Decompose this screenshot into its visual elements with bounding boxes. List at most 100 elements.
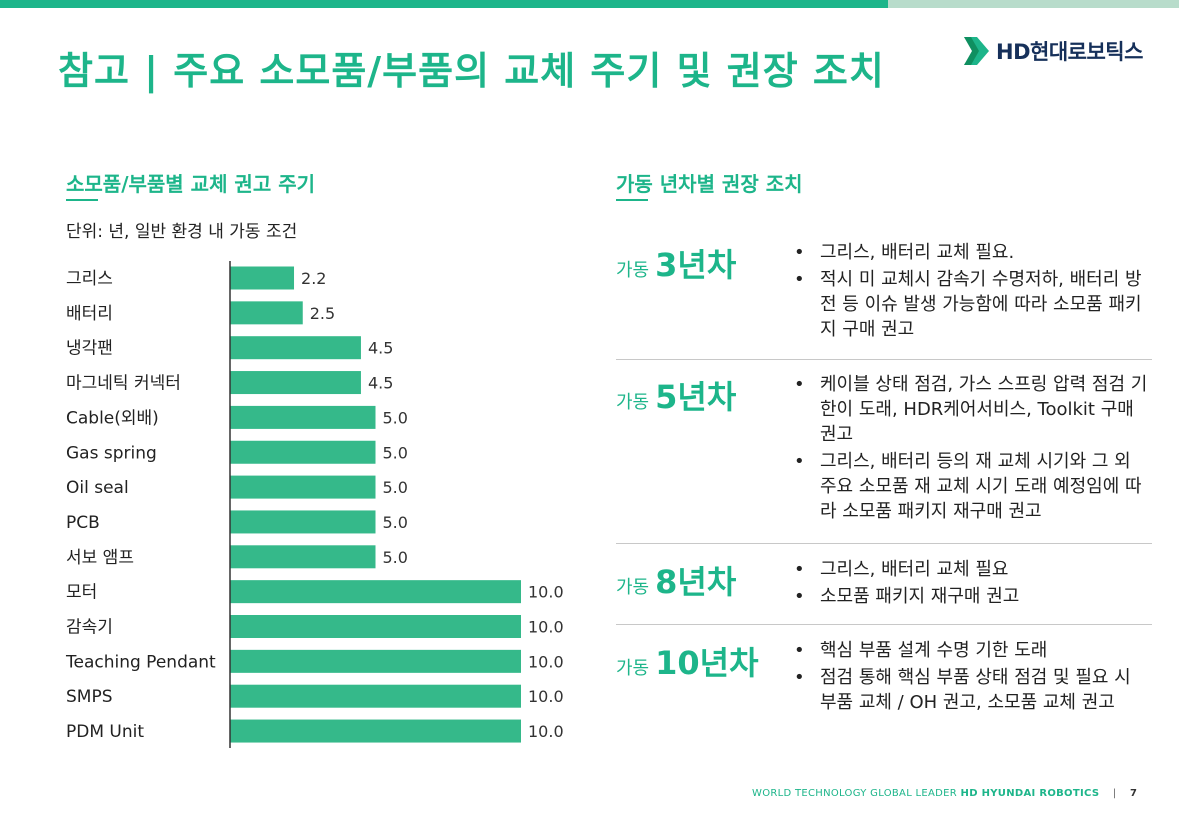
bar [230, 440, 376, 464]
bullet: • [794, 559, 805, 580]
list-item: • 소모품 패키지 재구매 권고 [792, 584, 1152, 609]
value-label: 5.0 [383, 408, 408, 427]
value-label: 4.5 [368, 374, 393, 393]
recommendation-section-underline [616, 199, 648, 201]
bullet: • [794, 242, 805, 263]
value-label: 10.0 [528, 687, 564, 706]
top-accent-bar [0, 0, 888, 8]
section-divider [616, 359, 1152, 360]
category-label: 배터리 [66, 304, 113, 324]
footer-brand: HD HYUNDAI ROBOTICS [960, 788, 1100, 799]
bar [230, 615, 521, 638]
bar [230, 371, 361, 395]
category-label: 서보 앰프 [66, 548, 134, 568]
recommendation-list: • 그리스, 배터리 교체 필요 • 소모품 패키지 재구매 권고 [792, 557, 1152, 611]
category-label: 마그네틱 커넥터 [66, 374, 181, 394]
recommendation-list: • 핵심 부품 설계 수명 기한 도래 • 점검 통해 핵심 부품 상태 점검 및 … [792, 638, 1152, 717]
footer: WORLD TECHNOLOGY GLOBAL LEADER HD HYUNDA… [752, 788, 1137, 799]
list-item-text: 핵심 부품 설계 수명 기한 도래 [820, 640, 1048, 661]
operation-prefix: 가동 [616, 260, 650, 281]
page-title: 참고 | 주요 소모품/부품의 교체 주기 및 권장 조치 [58, 49, 885, 93]
list-item: • 케이블 상태 점검, 가스 스프링 압력 점검 기한이 도래, HDR케어서비… [792, 372, 1152, 447]
value-label: 2.5 [310, 304, 335, 323]
operation-prefix: 가동 [616, 392, 650, 413]
value-label: 10.0 [528, 722, 564, 741]
recommendation-year-label: 가동 10년차 [616, 638, 759, 684]
list-item: • 핵심 부품 설계 수명 기한 도래 [792, 638, 1152, 663]
bar [230, 580, 521, 604]
list-item: • 점검 통해 핵심 부품 상태 점검 및 필요 시 부품 교체 / OH 권고,… [792, 665, 1152, 715]
year-value: 3년차 [655, 246, 737, 284]
value-label: 5.0 [383, 513, 408, 532]
bullet: • [794, 374, 805, 395]
footer-tagline: WORLD TECHNOLOGY GLOBAL LEADER [752, 788, 958, 799]
unit-note: 단위: 년, 일반 환경 내 가동 조건 [66, 222, 298, 242]
bullet: • [794, 640, 805, 661]
recommendation-section-title: 가동 년차별 권장 조치 [616, 172, 803, 196]
operation-prefix: 가동 [616, 577, 650, 598]
list-item: • 그리스, 배터리 등의 재 교체 시기와 그 외 주요 소모품 재 교체 시기… [792, 449, 1152, 524]
value-label: 5.0 [383, 548, 408, 567]
bar [230, 405, 376, 429]
recommendation-list: • 케이블 상태 점검, 가스 스프링 압력 점검 기한이 도래, HDR케어서비… [792, 372, 1152, 526]
value-label: 4.5 [368, 339, 393, 358]
category-label: 그리스 [66, 269, 113, 289]
bar [230, 510, 376, 534]
chart-section-title: 소모품/부품별 교체 권고 주기 [66, 172, 315, 196]
replacement-cycle-bar-chart: 그리스 2.2 배터리 2.5 냉각팬 4.5 마그네틱 커넥터 4.5 Cable(외배) 5.… [65, 261, 564, 749]
value-label: 5.0 [383, 443, 408, 462]
value-label: 10.0 [528, 652, 564, 671]
recommendation-list: • 그리스, 배터리 교체 필요. • 적시 미 교체시 감속기 수명저하, 배터리… [792, 240, 1152, 344]
bar [230, 684, 521, 708]
category-label: 모터 [66, 583, 97, 603]
list-item-text: 적시 미 교체시 감속기 수명저하, 배터리 방전 등 이슈 발생 가능함에 따… [820, 269, 1142, 340]
bullet: • [794, 451, 805, 472]
list-item-text: 소모품 패키지 재구매 권고 [820, 586, 1020, 607]
recommendation-year-label: 가동 5년차 [616, 372, 736, 418]
list-item-text: 케이블 상태 점검, 가스 스프링 압력 점검 기한이 도래, HDR케어서비스… [820, 374, 1148, 445]
list-item-text: 그리스, 배터리 교체 필요 [820, 559, 1009, 580]
value-label: 10.0 [528, 618, 564, 637]
value-label: 5.0 [383, 478, 408, 497]
list-item-text: 그리스, 배터리 교체 필요. [820, 242, 1015, 263]
year-value: 10년차 [655, 644, 759, 682]
category-label: Gas spring [66, 443, 157, 463]
category-label: Cable(외배) [66, 408, 159, 428]
recommendation-year-label: 가동 3년차 [616, 240, 736, 286]
list-item-text: 그리스, 배터리 등의 재 교체 시기와 그 외 주요 소모품 재 교체 시기 … [820, 451, 1142, 522]
category-label: SMPS [66, 687, 113, 707]
top-accent-bar-light [888, 0, 1179, 8]
bullet: • [794, 269, 805, 290]
bullet: • [794, 586, 805, 607]
list-item-text: 점검 통해 핵심 부품 상태 점검 및 필요 시 부품 교체 / OH 권고, … [820, 667, 1131, 713]
category-label: PDM Unit [66, 722, 144, 742]
category-label: PCB [66, 513, 100, 533]
year-value: 5년차 [655, 378, 737, 416]
value-label: 2.2 [301, 269, 326, 288]
bar [230, 266, 295, 290]
footer-separator: | [1112, 788, 1117, 799]
list-item: • 그리스, 배터리 교체 필요. [792, 240, 1152, 265]
recommendation-year-label: 가동 8년차 [616, 557, 736, 603]
section-divider [616, 543, 1152, 544]
chart-section-underline [66, 199, 98, 201]
year-value: 8년차 [655, 563, 737, 601]
bar [230, 301, 303, 325]
list-item: • 그리스, 배터리 교체 필요 [792, 557, 1152, 582]
category-label: Teaching Pendant [65, 652, 216, 672]
category-label: Oil seal [66, 478, 129, 498]
hd-logo-mark-icon [964, 37, 989, 65]
list-item: • 적시 미 교체시 감속기 수명저하, 배터리 방전 등 이슈 발생 가능함에 … [792, 267, 1152, 342]
value-label: 10.0 [528, 583, 564, 602]
company-logo: HD현대로보틱스 [962, 34, 1143, 68]
bar [230, 649, 521, 673]
operation-prefix: 가동 [616, 658, 650, 679]
bar [230, 545, 376, 569]
category-label: 냉각팬 [66, 339, 113, 359]
bar [230, 475, 376, 499]
category-label: 감속기 [66, 618, 113, 638]
logo-text: HD현대로보틱스 [996, 40, 1143, 64]
page-number: 7 [1129, 788, 1138, 799]
bullet: • [794, 667, 805, 688]
bar [230, 336, 361, 360]
